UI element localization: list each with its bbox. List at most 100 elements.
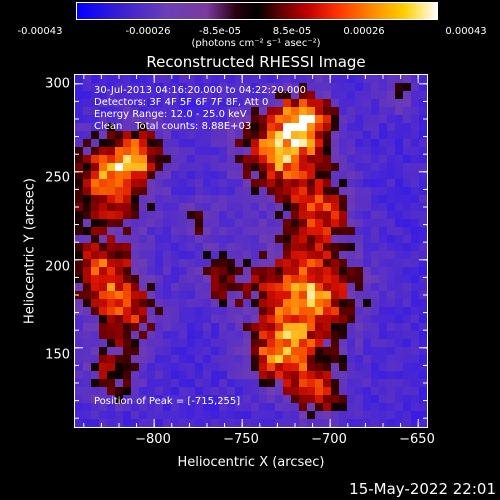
heatmap-cell [163,299,172,308]
heatmap-cell [315,323,324,332]
heatmap-cell [227,371,236,380]
heatmap-cell [259,371,268,380]
heatmap-cell [139,243,148,252]
heatmap-cell [411,355,420,364]
heatmap-cell [419,395,427,404]
heatmap-cell [99,387,108,396]
heatmap-cell [251,131,260,140]
heatmap-cell [235,211,244,220]
heatmap-cell [307,219,316,228]
heatmap-cell [219,235,228,244]
heatmap-cell [187,235,196,244]
heatmap-cell [219,307,228,316]
heatmap-cell [155,139,164,148]
heatmap-cell [411,299,420,308]
heatmap-cell [379,99,388,108]
heatmap-cell [363,99,372,108]
heatmap-cell [395,395,404,404]
heatmap-cell [155,347,164,356]
heatmap-cell [339,251,348,260]
heatmap-cell [299,315,308,324]
heatmap-cell [171,203,180,212]
heatmap-cell [315,155,324,164]
heatmap-cell [283,171,292,180]
heatmap-cell [235,115,244,124]
heatmap-cell [155,187,164,196]
heatmap-cell [315,115,324,124]
heatmap-cell [291,339,300,348]
heatmap-cell [179,139,188,148]
heatmap-cell [203,251,212,260]
heatmap-cell [259,243,268,252]
heatmap-cell [379,411,388,420]
heatmap-cell [115,155,124,164]
heatmap-cell [347,123,356,132]
heatmap-cell [299,331,308,340]
heatmap-cell [347,195,356,204]
heatmap-cell [211,243,220,252]
heatmap-cell [347,363,356,372]
heatmap-cell [323,347,332,356]
heatmap-cell [123,131,132,140]
heatmap-cell [363,259,372,268]
heatmap-cell [99,91,108,100]
heatmap-cell [243,395,252,404]
heatmap-cell [123,395,132,404]
heatmap-cell [283,267,292,276]
heatmap-cell [339,123,348,132]
heatmap-cell [219,211,228,220]
heatmap-cell [419,251,427,260]
heatmap-cell [83,227,92,236]
heatmap-cell [355,379,364,388]
heatmap-cell [403,251,412,260]
heatmap-cell [291,275,300,284]
x-tick-label: −750 [223,432,259,447]
heatmap-cell [291,259,300,268]
heatmap-cell [355,331,364,340]
heatmap-cell [99,299,108,308]
heatmap-cell [419,347,427,356]
heatmap-cell [147,211,156,220]
heatmap-cell [323,275,332,284]
heatmap-cell [411,363,420,372]
heatmap-cell [107,163,116,172]
heatmap-cell [139,323,148,332]
heatmap-cell [187,187,196,196]
peak-position-annotation: Position of Peak = [-715,255] [94,396,241,407]
heatmap-cell [331,315,340,324]
heatmap-cell [379,291,388,300]
heatmap-cell [115,347,124,356]
heatmap-cell [339,91,348,100]
heatmap-cell [75,411,84,420]
heatmap-cell [355,179,364,188]
heatmap-cell [99,203,108,212]
heatmap-cell [259,283,268,292]
heatmap-cell [227,307,236,316]
heatmap-cell [243,275,252,284]
heatmap-cell [179,307,188,316]
heatmap-cell [179,403,188,412]
heatmap-cell [163,307,172,316]
heatmap-cell [187,115,196,124]
heatmap-cell [179,147,188,156]
heatmap-cell [379,243,388,252]
heatmap-cell [211,115,220,124]
heatmap-cell [203,163,212,172]
heatmap-cell [419,219,427,228]
heatmap-cell [411,91,420,100]
heatmap-cell [331,331,340,340]
heatmap-cell [219,155,228,164]
heatmap-cell [411,115,420,124]
heatmap-cell [307,299,316,308]
heatmap-cell [347,115,356,124]
heatmap-cell [235,219,244,228]
heatmap-cell [179,107,188,116]
heatmap-cell [323,107,332,116]
heatmap-cell [355,371,364,380]
heatmap-cell [155,267,164,276]
heatmap-cell [283,219,292,228]
heatmap-cell [131,275,140,284]
heatmap-cell [363,147,372,156]
heatmap-cell [203,387,212,396]
